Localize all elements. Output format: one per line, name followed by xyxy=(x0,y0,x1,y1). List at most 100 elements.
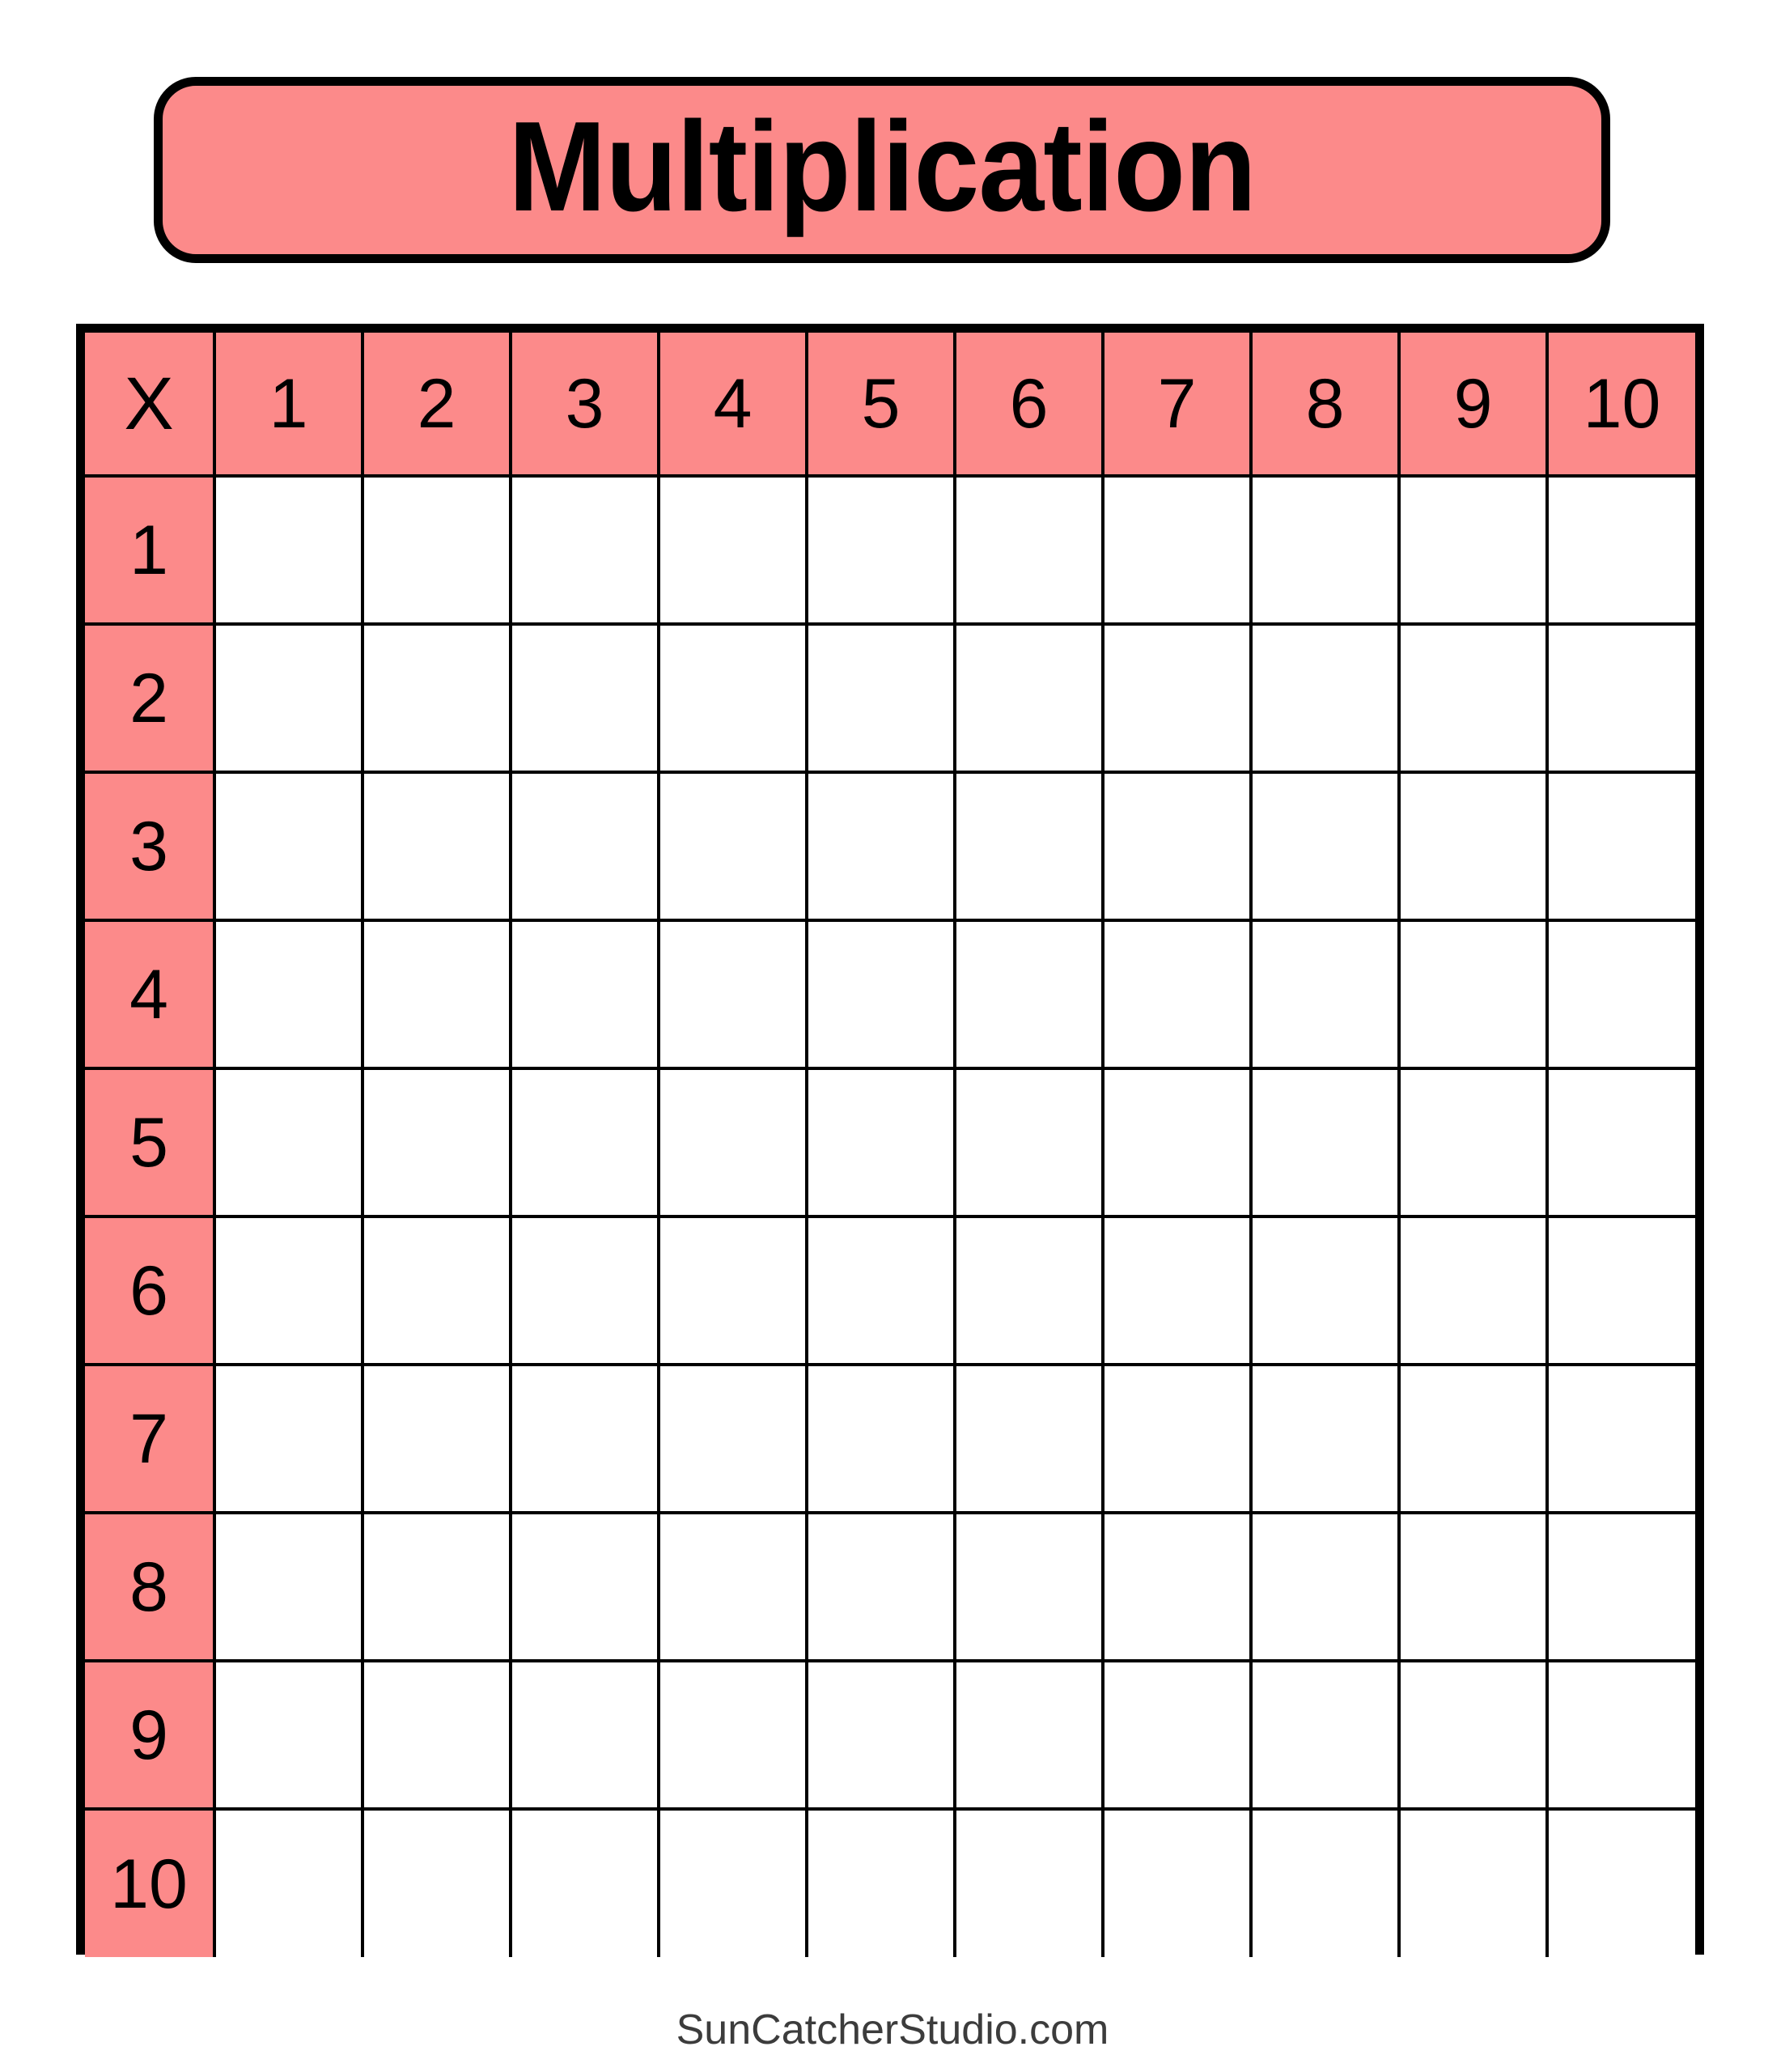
answer-cell-6x6[interactable] xyxy=(953,1215,1104,1366)
answer-cell-2x2[interactable] xyxy=(361,622,512,774)
answer-cell-9x1[interactable] xyxy=(213,1659,364,1811)
answer-cell-4x3[interactable] xyxy=(509,919,660,1070)
answer-cell-2x3[interactable] xyxy=(509,622,660,774)
answer-cell-9x3[interactable] xyxy=(509,1659,660,1811)
answer-cell-6x7[interactable] xyxy=(1101,1215,1253,1366)
answer-cell-3x8[interactable] xyxy=(1249,771,1401,922)
answer-cell-9x2[interactable] xyxy=(361,1659,512,1811)
answer-cell-1x8[interactable] xyxy=(1249,474,1401,626)
answer-cell-5x1[interactable] xyxy=(213,1067,364,1218)
answer-cell-10x5[interactable] xyxy=(805,1807,956,1957)
answer-cell-2x4[interactable] xyxy=(657,622,808,774)
answer-cell-4x1[interactable] xyxy=(213,919,364,1070)
answer-cell-8x9[interactable] xyxy=(1397,1511,1549,1662)
answer-cell-8x2[interactable] xyxy=(361,1511,512,1662)
answer-cell-8x1[interactable] xyxy=(213,1511,364,1662)
answer-cell-7x8[interactable] xyxy=(1249,1363,1401,1514)
answer-cell-5x6[interactable] xyxy=(953,1067,1104,1218)
answer-cell-3x2[interactable] xyxy=(361,771,512,922)
answer-cell-1x7[interactable] xyxy=(1101,474,1253,626)
answer-cell-10x4[interactable] xyxy=(657,1807,808,1957)
answer-cell-8x7[interactable] xyxy=(1101,1511,1253,1662)
answer-cell-5x9[interactable] xyxy=(1397,1067,1549,1218)
answer-cell-4x5[interactable] xyxy=(805,919,956,1070)
answer-cell-8x4[interactable] xyxy=(657,1511,808,1662)
answer-cell-6x2[interactable] xyxy=(361,1215,512,1366)
answer-cell-7x5[interactable] xyxy=(805,1363,956,1514)
answer-cell-8x8[interactable] xyxy=(1249,1511,1401,1662)
answer-cell-8x10[interactable] xyxy=(1545,1511,1695,1662)
answer-cell-10x8[interactable] xyxy=(1249,1807,1401,1957)
answer-cell-4x10[interactable] xyxy=(1545,919,1695,1070)
answer-cell-10x1[interactable] xyxy=(213,1807,364,1957)
answer-cell-2x10[interactable] xyxy=(1545,622,1695,774)
answer-cell-7x3[interactable] xyxy=(509,1363,660,1514)
answer-cell-6x9[interactable] xyxy=(1397,1215,1549,1366)
answer-cell-2x1[interactable] xyxy=(213,622,364,774)
answer-cell-1x6[interactable] xyxy=(953,474,1104,626)
answer-cell-5x7[interactable] xyxy=(1101,1067,1253,1218)
answer-cell-2x8[interactable] xyxy=(1249,622,1401,774)
answer-cell-7x4[interactable] xyxy=(657,1363,808,1514)
answer-cell-10x6[interactable] xyxy=(953,1807,1104,1957)
answer-cell-4x4[interactable] xyxy=(657,919,808,1070)
answer-cell-5x5[interactable] xyxy=(805,1067,956,1218)
answer-cell-9x5[interactable] xyxy=(805,1659,956,1811)
answer-cell-3x5[interactable] xyxy=(805,771,956,922)
answer-cell-10x10[interactable] xyxy=(1545,1807,1695,1957)
answer-cell-3x7[interactable] xyxy=(1101,771,1253,922)
answer-cell-2x9[interactable] xyxy=(1397,622,1549,774)
answer-cell-8x6[interactable] xyxy=(953,1511,1104,1662)
answer-cell-1x5[interactable] xyxy=(805,474,956,626)
answer-cell-5x10[interactable] xyxy=(1545,1067,1695,1218)
answer-cell-9x8[interactable] xyxy=(1249,1659,1401,1811)
answer-cell-7x1[interactable] xyxy=(213,1363,364,1514)
answer-cell-7x2[interactable] xyxy=(361,1363,512,1514)
answer-cell-1x10[interactable] xyxy=(1545,474,1695,626)
answer-cell-4x7[interactable] xyxy=(1101,919,1253,1070)
answer-cell-4x6[interactable] xyxy=(953,919,1104,1070)
answer-cell-7x6[interactable] xyxy=(953,1363,1104,1514)
answer-cell-3x6[interactable] xyxy=(953,771,1104,922)
answer-cell-6x3[interactable] xyxy=(509,1215,660,1366)
answer-cell-3x9[interactable] xyxy=(1397,771,1549,922)
answer-cell-1x4[interactable] xyxy=(657,474,808,626)
answer-cell-7x9[interactable] xyxy=(1397,1363,1549,1514)
answer-cell-5x3[interactable] xyxy=(509,1067,660,1218)
answer-cell-2x6[interactable] xyxy=(953,622,1104,774)
answer-cell-6x4[interactable] xyxy=(657,1215,808,1366)
answer-cell-5x4[interactable] xyxy=(657,1067,808,1218)
answer-cell-3x1[interactable] xyxy=(213,771,364,922)
answer-cell-6x8[interactable] xyxy=(1249,1215,1401,1366)
answer-cell-1x9[interactable] xyxy=(1397,474,1549,626)
answer-cell-4x8[interactable] xyxy=(1249,919,1401,1070)
answer-cell-10x9[interactable] xyxy=(1397,1807,1549,1957)
answer-cell-10x2[interactable] xyxy=(361,1807,512,1957)
answer-cell-5x2[interactable] xyxy=(361,1067,512,1218)
answer-cell-3x10[interactable] xyxy=(1545,771,1695,922)
answer-cell-9x7[interactable] xyxy=(1101,1659,1253,1811)
answer-cell-8x5[interactable] xyxy=(805,1511,956,1662)
answer-cell-10x3[interactable] xyxy=(509,1807,660,1957)
answer-cell-10x7[interactable] xyxy=(1101,1807,1253,1957)
answer-cell-1x1[interactable] xyxy=(213,474,364,626)
answer-cell-6x10[interactable] xyxy=(1545,1215,1695,1366)
answer-cell-3x4[interactable] xyxy=(657,771,808,922)
answer-cell-6x1[interactable] xyxy=(213,1215,364,1366)
answer-cell-1x2[interactable] xyxy=(361,474,512,626)
answer-cell-8x3[interactable] xyxy=(509,1511,660,1662)
answer-cell-9x10[interactable] xyxy=(1545,1659,1695,1811)
answer-cell-7x7[interactable] xyxy=(1101,1363,1253,1514)
answer-cell-5x8[interactable] xyxy=(1249,1067,1401,1218)
answer-cell-1x3[interactable] xyxy=(509,474,660,626)
answer-cell-4x9[interactable] xyxy=(1397,919,1549,1070)
answer-cell-2x7[interactable] xyxy=(1101,622,1253,774)
answer-cell-6x5[interactable] xyxy=(805,1215,956,1366)
answer-cell-9x9[interactable] xyxy=(1397,1659,1549,1811)
answer-cell-9x6[interactable] xyxy=(953,1659,1104,1811)
answer-cell-9x4[interactable] xyxy=(657,1659,808,1811)
answer-cell-3x3[interactable] xyxy=(509,771,660,922)
answer-cell-4x2[interactable] xyxy=(361,919,512,1070)
answer-cell-2x5[interactable] xyxy=(805,622,956,774)
answer-cell-7x10[interactable] xyxy=(1545,1363,1695,1514)
